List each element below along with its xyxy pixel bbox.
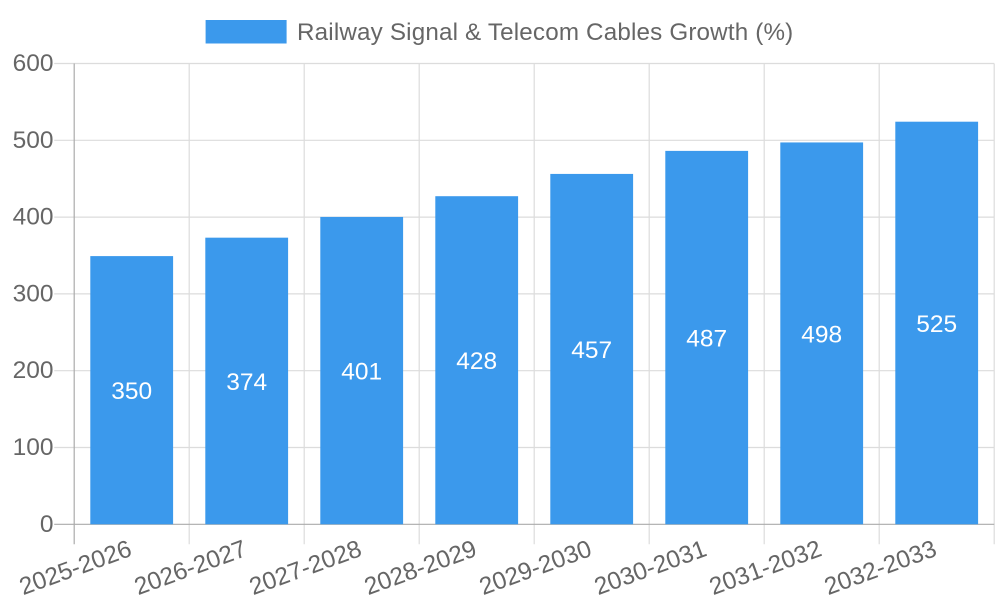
svg-text:498: 498: [801, 321, 842, 348]
svg-text:Railway Signal & Telecom Cable: Railway Signal & Telecom Cables Growth (…: [297, 19, 793, 46]
svg-text:100: 100: [13, 434, 54, 461]
svg-text:401: 401: [341, 359, 382, 386]
svg-text:374: 374: [226, 369, 267, 396]
svg-text:457: 457: [571, 337, 612, 364]
svg-text:200: 200: [13, 357, 54, 384]
svg-text:600: 600: [13, 50, 54, 77]
svg-text:0: 0: [40, 511, 54, 538]
svg-text:500: 500: [13, 127, 54, 154]
svg-text:525: 525: [916, 311, 957, 338]
svg-text:350: 350: [111, 378, 152, 405]
svg-text:428: 428: [456, 348, 497, 375]
svg-text:487: 487: [686, 325, 727, 352]
svg-text:400: 400: [13, 204, 54, 231]
svg-text:300: 300: [13, 280, 54, 307]
